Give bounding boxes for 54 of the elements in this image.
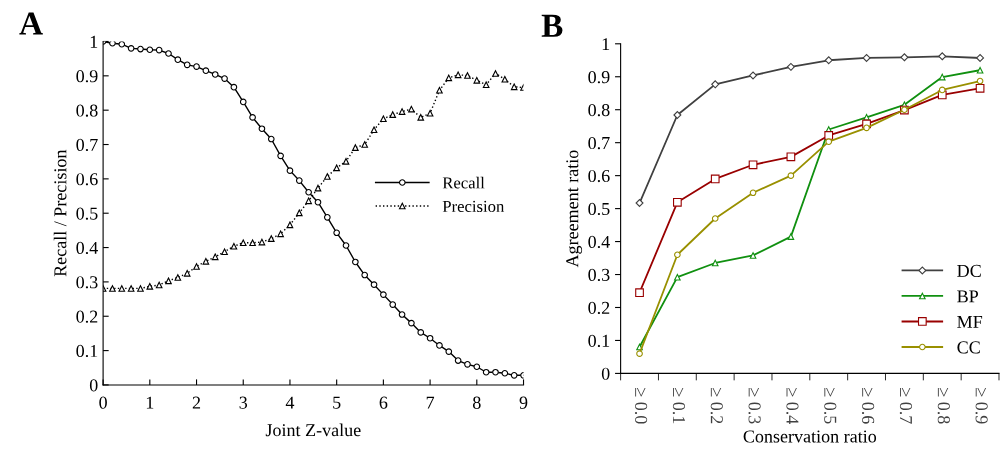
x-tick-label: 7 [426, 396, 435, 409]
y-tick-label: 0.8 [588, 103, 610, 117]
legend-label: BP [957, 290, 979, 303]
y-axis-title: Recall / Precision [53, 149, 67, 277]
y-tick-label: 0.7 [76, 138, 98, 152]
x-tick-label: 8 [472, 396, 481, 409]
y-tick-label: 0.4 [76, 241, 98, 255]
y-tick-label: 0.9 [76, 70, 98, 83]
legend-label: Precision [442, 200, 505, 213]
x-tick-label: ≥ 0.2 [710, 388, 723, 424]
x-tick-label: ≥ 0.8 [937, 388, 950, 424]
legend-label: CC [957, 341, 980, 354]
x-tick-label: ≥ 0.7 [899, 388, 913, 424]
y-tick-label: 0.4 [588, 235, 610, 249]
x-tick-label: 0 [99, 396, 107, 409]
x-axis-title: Conservation ratio [743, 430, 877, 443]
x-tick-label: 4 [285, 396, 295, 409]
y-tick-label: 0.5 [588, 202, 610, 216]
x-axis-title: Joint Z-value [265, 423, 361, 437]
y-axis-title: Agreement ratio [566, 150, 583, 268]
y-tick-label: 1 [90, 35, 98, 48]
y-tick-label: 0 [89, 379, 98, 392]
x-tick-label: 6 [379, 396, 388, 409]
y-tick-label: 0.2 [76, 310, 98, 323]
legend-label: Recall [442, 176, 485, 189]
x-tick-label: ≥ 0.6 [861, 388, 875, 424]
x-tick-label: 3 [239, 396, 248, 409]
x-tick-label: 1 [146, 396, 154, 409]
legend-label: MF [957, 315, 983, 328]
y-tick-label: 0 [601, 367, 610, 380]
x-tick-label: ≥ 0.3 [748, 388, 761, 424]
chart-title: B [541, 14, 563, 37]
y-tick-label: 1 [602, 38, 610, 51]
y-tick-label: 0.8 [76, 104, 98, 117]
y-tick-label: 0.3 [76, 276, 98, 289]
x-tick-label: 2 [192, 396, 201, 409]
y-tick-label: 0.1 [76, 344, 98, 358]
y-tick-label: 0.5 [76, 207, 98, 220]
x-tick-label: 9 [519, 396, 528, 409]
y-tick-label: 0.9 [588, 71, 610, 84]
y-tick-label: 0.6 [76, 173, 98, 186]
x-tick-label: ≥ 0.0 [634, 388, 648, 424]
x-tick-label: ≥ 0.5 [824, 388, 837, 424]
chart-title: A [19, 12, 43, 35]
x-tick-label: ≥ 0.1 [672, 388, 686, 424]
x-tick-label: 5 [333, 396, 341, 409]
x-tick-label: ≥ 0.4 [786, 388, 799, 425]
legend-label: DC [957, 264, 981, 277]
y-tick-label: 0.7 [588, 136, 610, 150]
y-tick-label: 0.2 [588, 301, 610, 315]
y-tick-label: 0.1 [588, 334, 610, 347]
x-tick-label: ≥ 0.9 [975, 388, 988, 424]
y-tick-label: 0.6 [588, 169, 610, 183]
y-tick-label: 0.3 [588, 268, 610, 282]
